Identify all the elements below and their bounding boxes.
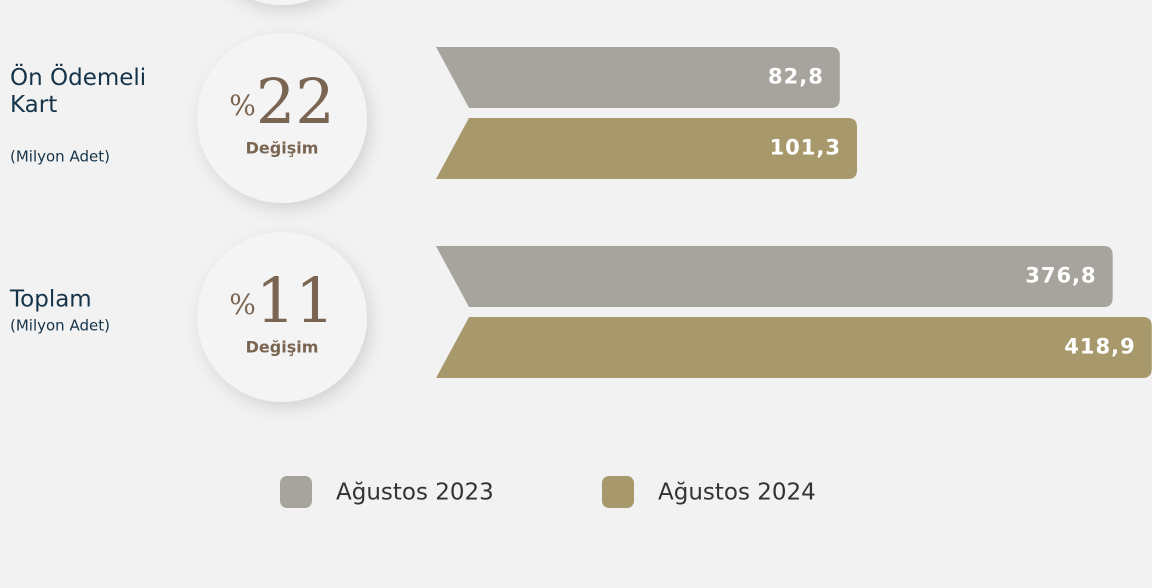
legend-swatch — [602, 476, 634, 508]
category-label: Toplam — [9, 287, 92, 313]
value-label: 101,3 — [770, 136, 841, 160]
bar — [436, 317, 1152, 378]
legend-label: Ağustos 2023 — [336, 480, 494, 506]
cropped-circle — [253, 0, 311, 5]
bar — [436, 47, 840, 108]
legend-swatch — [280, 476, 312, 508]
bar — [436, 246, 1113, 307]
change-value: %22 — [229, 65, 335, 138]
change-number: 11 — [256, 264, 335, 337]
change-symbol: % — [229, 89, 256, 122]
change-circle — [197, 232, 367, 402]
legend-label: Ağustos 2024 — [658, 480, 816, 506]
category-sublabel: (Milyon Adet) — [10, 148, 110, 166]
change-value: %11 — [229, 264, 335, 337]
change-circle — [197, 33, 367, 203]
category-label: Ön Ödemeli Kart — [10, 63, 146, 118]
bar — [436, 118, 858, 179]
change-number: 22 — [256, 65, 335, 138]
change-label: Değişim — [246, 139, 319, 158]
value-label: 376,8 — [1025, 264, 1096, 288]
value-label: 418,9 — [1064, 335, 1135, 359]
change-symbol: % — [229, 288, 256, 321]
category-sublabel: (Milyon Adet) — [10, 317, 110, 335]
change-label: Değişim — [246, 338, 319, 357]
value-label: 82,8 — [768, 65, 824, 89]
